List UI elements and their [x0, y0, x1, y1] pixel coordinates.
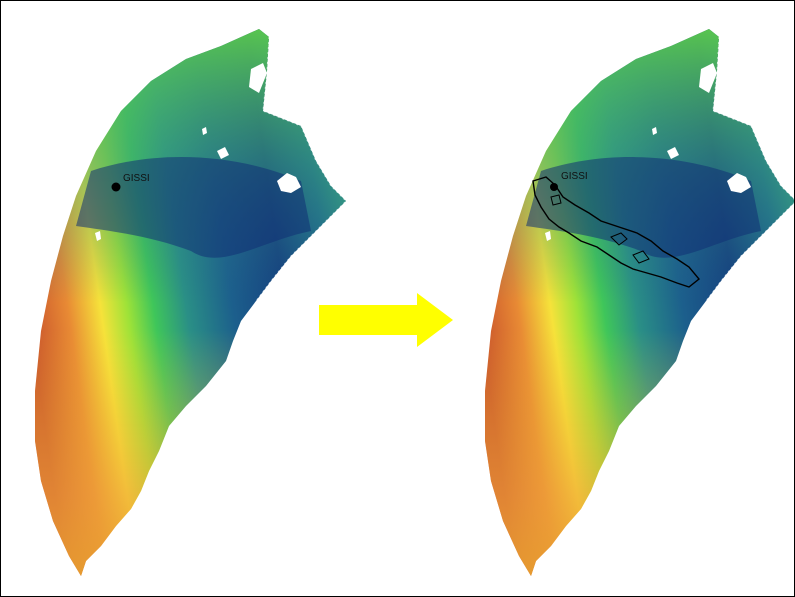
lake-shape — [277, 173, 301, 193]
gissi-site-marker — [111, 182, 121, 192]
gissi-label-right: GISSI — [561, 171, 588, 182]
right-map: GISSI — [485, 29, 794, 576]
transition-arrow — [319, 293, 453, 347]
left-map: GISSI — [35, 29, 347, 576]
gissi-label-left: GISSI — [123, 173, 150, 184]
lake-shape — [95, 231, 101, 241]
lake-shape — [217, 147, 229, 159]
lake-shape — [202, 127, 207, 135]
lake-shape — [249, 63, 267, 93]
influence-zone-outline — [532, 176, 700, 288]
